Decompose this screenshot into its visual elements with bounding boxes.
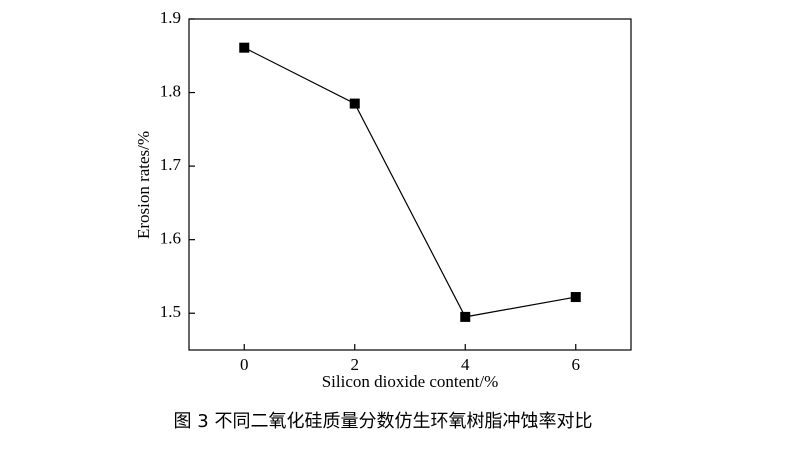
y-tick-label: 1.7 xyxy=(160,155,182,174)
y-tick-label: 1.5 xyxy=(160,302,181,321)
x-tick-label: 2 xyxy=(351,355,360,374)
plot-frame xyxy=(188,18,632,351)
caption: 图 3 不同二氧化硅质量分数仿生环氧树脂冲蚀率对比 xyxy=(174,411,593,432)
data-line xyxy=(243,47,576,318)
y-axis-label: Erosion rates/% xyxy=(134,131,153,239)
y-tick-label: 1.8 xyxy=(160,81,181,100)
x-tick-label: 0 xyxy=(240,355,249,374)
data-point xyxy=(239,42,250,53)
x-tick-label: 6 xyxy=(572,355,581,374)
data-point xyxy=(460,311,471,322)
y-tick-label: 1.9 xyxy=(160,8,181,27)
x-tick-label: 4 xyxy=(461,355,470,374)
data-point xyxy=(349,98,360,109)
data-point xyxy=(570,292,581,303)
y-tick-label: 1.6 xyxy=(160,229,181,248)
x-axis-label: Silicon dioxide content/% xyxy=(322,372,499,391)
